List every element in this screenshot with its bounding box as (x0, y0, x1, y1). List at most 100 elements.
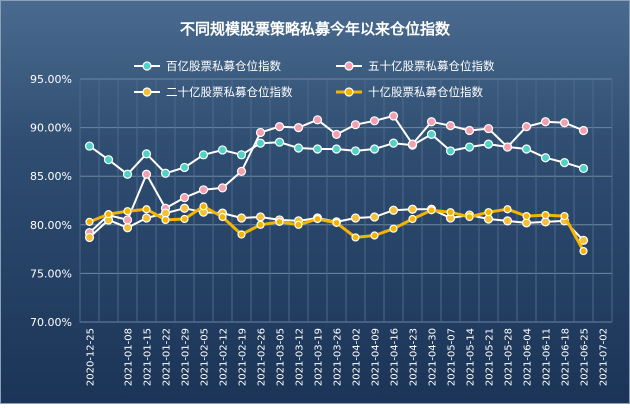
data-point (293, 122, 304, 133)
data-point (407, 204, 418, 214)
grid (79, 78, 613, 323)
data-point (369, 116, 380, 126)
data-point (369, 212, 380, 222)
data-point (274, 122, 285, 132)
x-tick-label: 2021-01-29 (181, 328, 192, 386)
y-tick-label: 80.00% (30, 219, 72, 232)
y-tick-label: 95.00% (30, 73, 72, 86)
data-point (483, 139, 494, 149)
series-4 (85, 202, 588, 256)
data-point (331, 129, 342, 140)
data-point (255, 127, 266, 138)
data-point (540, 117, 551, 127)
data-point (351, 233, 360, 242)
legend-label: 十亿股票私募仓位指数 (368, 85, 483, 99)
data-point (294, 220, 303, 229)
data-point (160, 168, 171, 178)
data-point (256, 220, 265, 229)
series-1 (84, 129, 589, 179)
data-point (426, 117, 437, 127)
data-point (560, 211, 569, 221)
data-point (540, 153, 551, 163)
x-tick-label: 2021-02-19 (238, 328, 249, 386)
legend-item: 二十亿股票私募仓位指数 (134, 85, 293, 99)
x-axis: 2020-12-25 2021-01-08 2021-01-15 2021-01-22… (86, 328, 610, 386)
data-point (275, 217, 284, 226)
data-point (218, 212, 227, 222)
data-point (103, 155, 114, 165)
x-tick-label: 2021-04-23 (409, 328, 420, 386)
y-tick-label: 75.00% (30, 267, 72, 280)
data-point (578, 163, 589, 174)
x-tick-label: 2021-05-21 (485, 328, 496, 386)
data-point (578, 235, 589, 245)
y-tick-label: 70.00% (30, 316, 72, 329)
series-group (84, 111, 589, 256)
data-point (217, 183, 228, 193)
data-point (217, 145, 228, 155)
data-point (331, 144, 342, 154)
x-tick-label: 2021-07-02 (599, 328, 610, 386)
x-tick-label: 2021-01-15 (143, 328, 154, 386)
legend-marker (344, 61, 354, 71)
data-point (312, 144, 323, 154)
data-point (84, 232, 95, 243)
data-point (388, 138, 399, 148)
x-tick-label: 2021-06-18 (561, 328, 572, 386)
legend-label: 百亿股票私募仓位指数 (166, 59, 281, 73)
data-point (255, 212, 266, 222)
data-point (236, 213, 247, 223)
legend-marker (344, 87, 354, 97)
data-point (502, 216, 513, 226)
chart-title: 不同规模股票策略私募今年以来仓位指数 (180, 20, 451, 38)
data-point (255, 138, 266, 148)
data-point (408, 214, 417, 224)
data-point (332, 218, 341, 227)
data-point (122, 215, 133, 225)
x-tick-label: 2021-05-28 (504, 328, 515, 386)
x-tick-label: 2021-06-25 (580, 328, 591, 386)
data-point (84, 141, 95, 151)
data-point (313, 214, 322, 224)
data-point (85, 217, 94, 226)
data-point (483, 123, 494, 134)
data-point (484, 208, 493, 217)
x-tick-label: 2021-03-26 (333, 328, 344, 386)
data-point (522, 211, 531, 221)
data-point (464, 125, 475, 136)
y-tick-label: 85.00% (30, 170, 72, 183)
data-point (445, 146, 456, 156)
data-point (521, 122, 532, 132)
data-point (426, 129, 437, 140)
x-tick-label: 2021-02-26 (257, 328, 268, 386)
x-tick-label: 2021-02-12 (219, 328, 230, 386)
data-point (122, 169, 133, 179)
data-point (503, 205, 512, 214)
data-point (179, 203, 190, 213)
data-point (578, 125, 589, 136)
data-point (123, 207, 132, 216)
data-point (445, 121, 456, 131)
data-point (141, 213, 152, 223)
data-point (141, 149, 152, 159)
legend-item: 五十亿股票私募仓位指数 (336, 59, 495, 73)
data-point (236, 166, 247, 176)
data-point (122, 223, 133, 233)
legend-marker (142, 61, 152, 71)
legend-item: 十亿股票私募仓位指数 (336, 85, 483, 99)
data-point (179, 162, 190, 173)
x-tick-label: 2021-04-02 (352, 328, 363, 386)
data-point (237, 230, 246, 239)
data-point (274, 137, 285, 147)
data-point (180, 214, 189, 224)
data-point (293, 143, 304, 153)
x-tick-label: 2021-04-30 (428, 328, 439, 386)
y-tick-label: 90.00% (30, 122, 72, 135)
data-point (502, 142, 513, 152)
data-point (179, 192, 190, 203)
x-tick-label: 2021-05-07 (447, 328, 458, 386)
x-tick-label: 2021-01-08 (124, 328, 135, 386)
x-tick-label: 2021-06-04 (523, 328, 534, 386)
